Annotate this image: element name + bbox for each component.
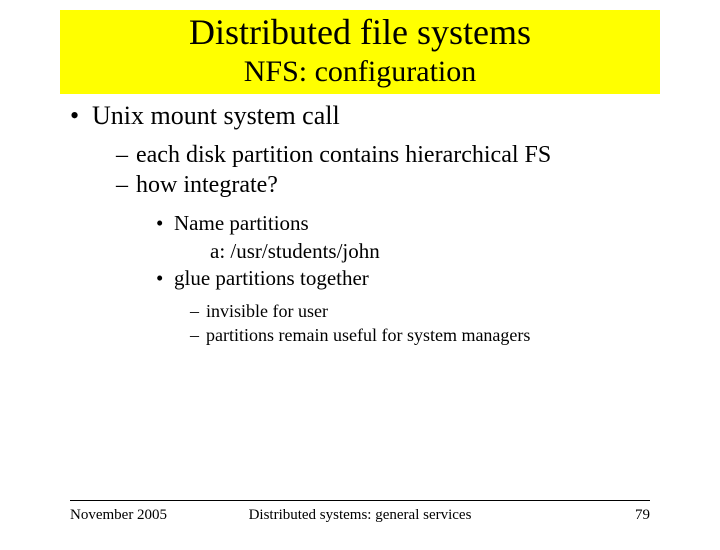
title-block: Distributed file systems NFS: configurat… bbox=[60, 10, 660, 94]
bullet-text: Unix mount system call bbox=[92, 101, 340, 130]
bullet-text: glue partitions together bbox=[174, 266, 369, 290]
slide-subtitle: NFS: configuration bbox=[60, 55, 660, 90]
bullet-level3-continuation: a: /usr/students/john bbox=[210, 238, 650, 265]
bullet-text: invisible for user bbox=[206, 301, 328, 321]
dash-icon: – bbox=[116, 170, 136, 200]
bullet-icon: • bbox=[156, 265, 174, 292]
bullet-level3: •Name partitions bbox=[156, 210, 650, 237]
dash-icon: – bbox=[190, 324, 206, 347]
bullet-text: how integrate? bbox=[136, 172, 278, 198]
dash-icon: – bbox=[190, 300, 206, 323]
bullet-level2: –each disk partition contains hierarchic… bbox=[116, 140, 650, 170]
slide-footer: November 2005 Distributed systems: gener… bbox=[70, 500, 650, 524]
bullet-text: a: /usr/students/john bbox=[210, 239, 380, 263]
bullet-text: Name partitions bbox=[174, 211, 309, 235]
bullet-icon: • bbox=[156, 210, 174, 237]
slide-content: •Unix mount system call –each disk parti… bbox=[70, 100, 650, 347]
bullet-level3: •glue partitions together bbox=[156, 265, 650, 292]
bullet-text: partitions remain useful for system mana… bbox=[206, 325, 530, 345]
dash-icon: – bbox=[116, 140, 136, 170]
slide: Distributed file systems NFS: configurat… bbox=[0, 10, 720, 550]
bullet-icon: • bbox=[70, 100, 92, 133]
bullet-level1: •Unix mount system call bbox=[70, 100, 650, 133]
footer-page-number: 79 bbox=[635, 507, 650, 524]
bullet-level4: –invisible for user bbox=[190, 300, 650, 323]
footer-date: November 2005 bbox=[70, 507, 167, 524]
slide-title: Distributed file systems bbox=[60, 12, 660, 53]
bullet-level2: –how integrate? bbox=[116, 170, 650, 200]
bullet-text: each disk partition contains hierarchica… bbox=[136, 142, 551, 168]
bullet-level4: –partitions remain useful for system man… bbox=[190, 324, 650, 347]
